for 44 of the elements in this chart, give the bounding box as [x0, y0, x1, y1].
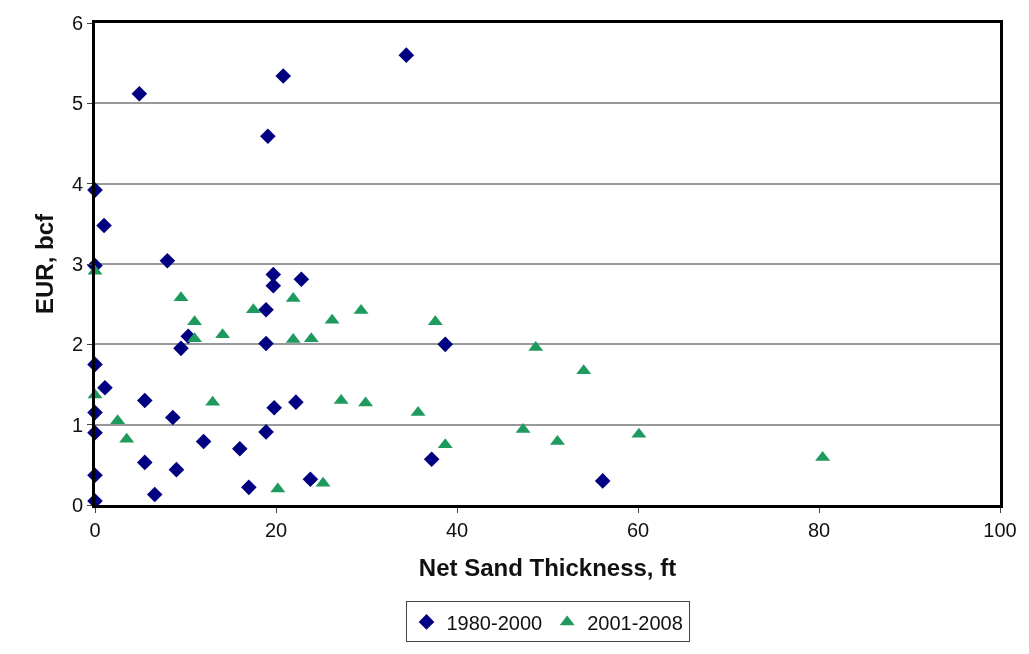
point: [173, 340, 189, 357]
point: [302, 471, 319, 488]
y-tick-label: 3: [71, 253, 83, 275]
point: [136, 392, 153, 409]
y-tick-label: 0: [71, 494, 83, 516]
y-tick-label: 4: [71, 172, 83, 195]
y-axis-title: EUR, bcf: [30, 212, 58, 315]
y-tick-label: 1: [71, 413, 83, 436]
legend-label: 1980-2000: [446, 611, 543, 634]
x-tick-label: 60: [626, 519, 650, 541]
x-tick-label: 20: [264, 519, 288, 541]
point: [258, 424, 274, 440]
point: [293, 271, 310, 288]
point: [97, 379, 113, 396]
x-tick-label: 40: [445, 519, 469, 541]
y-tick-label: 2: [71, 333, 83, 356]
point: [136, 454, 153, 471]
x-tick-label: 0: [89, 519, 101, 541]
point: [260, 128, 276, 145]
point: [168, 461, 185, 478]
point: [195, 433, 212, 450]
point: [266, 400, 282, 416]
point: [437, 336, 454, 353]
point: [241, 479, 257, 496]
point: [96, 217, 112, 234]
x-axis-title: Net Sand Thickness, ft: [418, 554, 677, 582]
point: [288, 394, 304, 410]
point: [165, 409, 181, 426]
point: [398, 47, 415, 63]
point: [258, 301, 274, 318]
legend-label: 2001-2008: [587, 611, 683, 634]
point: [146, 486, 163, 503]
point: [159, 252, 176, 269]
point: [232, 440, 248, 457]
point: [258, 335, 274, 352]
y-tick-label: 6: [71, 12, 83, 34]
point: [423, 451, 440, 468]
x-tick-label: 100: [983, 519, 1017, 541]
point: [275, 68, 292, 84]
x-tick-label: 80: [807, 519, 831, 541]
point: [265, 266, 282, 283]
point: [594, 473, 611, 489]
y-tick-label: 5: [71, 92, 83, 115]
point: [131, 85, 148, 102]
